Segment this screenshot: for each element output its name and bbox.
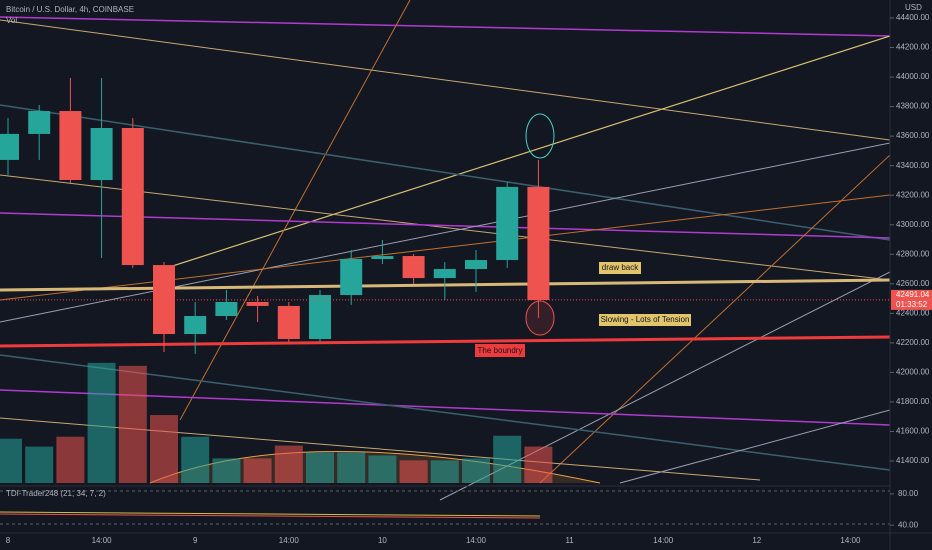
trend-line xyxy=(0,19,891,141)
candle-body xyxy=(277,305,300,340)
annotation-box xyxy=(599,314,691,326)
volume-label: Vol xyxy=(6,16,17,25)
indicator-name: TDI-Trader248 (21, 34, 7, 2) xyxy=(6,489,106,498)
y-tick-label: 42000.00 xyxy=(896,368,930,377)
y-tick-label: 42200.00 xyxy=(896,338,930,347)
candle-body xyxy=(215,301,238,316)
candle-body xyxy=(28,111,51,134)
candle-body xyxy=(59,111,82,180)
candle-body xyxy=(184,315,207,335)
trend-line xyxy=(0,354,891,471)
candle-body xyxy=(496,186,519,261)
candle-body xyxy=(371,256,394,259)
trend-line xyxy=(0,194,891,301)
trend-line xyxy=(0,16,891,37)
indicator-tick-label: 40.00 xyxy=(898,520,919,529)
annotation: The boundry xyxy=(478,346,523,355)
candle-body xyxy=(121,128,144,266)
y-tick-label: 43000.00 xyxy=(896,220,930,229)
x-tick-label: 14:00 xyxy=(466,536,487,545)
y-tick-label: 43400.00 xyxy=(896,161,930,170)
indicator-tick-label: 80.00 xyxy=(898,489,919,498)
volume-bar xyxy=(0,438,22,483)
highlight-ellipse xyxy=(525,300,555,336)
candle-body xyxy=(246,301,269,306)
volume-bar xyxy=(306,452,334,483)
trend-line xyxy=(0,142,891,323)
volume-bar xyxy=(399,460,428,483)
trend-line xyxy=(0,212,891,239)
y-tick-label: 41800.00 xyxy=(896,397,930,406)
trend-line xyxy=(159,35,891,271)
y-tick-label: 41400.00 xyxy=(896,456,930,465)
volume-bar xyxy=(212,458,241,483)
volume-bar xyxy=(274,445,303,483)
trend-line xyxy=(0,389,891,426)
y-tick-label: 42600.00 xyxy=(896,279,930,288)
x-tick-label: 9 xyxy=(193,536,198,545)
candle-body xyxy=(309,295,331,340)
volume-bar xyxy=(462,458,490,483)
volume-bar xyxy=(524,446,553,483)
candle-body xyxy=(0,133,19,160)
volume-bar xyxy=(493,435,522,483)
y-tick-label: 42400.00 xyxy=(896,308,930,317)
x-tick-label: 8 xyxy=(6,536,11,545)
x-tick-label: 14:00 xyxy=(653,536,674,545)
currency: USD xyxy=(905,3,922,12)
candle-body xyxy=(402,256,425,279)
annotation-box xyxy=(599,262,641,274)
y-tick-label: 44400.00 xyxy=(896,13,930,22)
x-tick-label: 14:00 xyxy=(840,536,861,545)
y-tick-label: 44200.00 xyxy=(896,43,930,52)
chart-title: Bitcoin / U.S. Dollar, 4h, COINBASE xyxy=(6,5,134,14)
x-tick-label: 14:00 xyxy=(92,536,113,545)
trend-line xyxy=(0,104,891,241)
last-price-box xyxy=(891,289,932,310)
volume-bar xyxy=(150,415,178,483)
volume-bar xyxy=(243,458,272,483)
countdown: 01:33:52 xyxy=(896,300,928,309)
candle-body xyxy=(340,258,363,296)
last-price-label: 42491.04 xyxy=(896,290,930,299)
trend-line xyxy=(0,174,891,281)
volume-bar xyxy=(337,452,366,483)
x-tick-label: 10 xyxy=(378,536,387,545)
y-tick-label: 43800.00 xyxy=(896,102,930,111)
candle-body xyxy=(527,186,550,301)
y-tick-label: 42800.00 xyxy=(896,249,930,258)
candle-body xyxy=(153,265,175,335)
y-tick-label: 41600.00 xyxy=(896,427,930,436)
indicator-line xyxy=(0,511,541,517)
y-tick-label: 44000.00 xyxy=(896,72,930,81)
candle-body xyxy=(465,260,487,270)
indicator-line xyxy=(0,513,541,519)
volume-bar xyxy=(118,365,147,483)
candle-body xyxy=(433,269,456,279)
annotation-box xyxy=(475,344,525,357)
x-tick-label: 11 xyxy=(565,536,574,545)
annotation: Slowing - Lots of Tension xyxy=(601,315,690,324)
x-tick-label: 12 xyxy=(752,536,761,545)
y-tick-label: 43200.00 xyxy=(896,190,930,199)
volume-bar xyxy=(430,460,459,483)
volume-bar xyxy=(87,362,116,483)
volume-bar xyxy=(56,436,85,483)
volume-bar xyxy=(25,446,54,483)
y-tick-label: 43600.00 xyxy=(896,131,930,140)
annotation: draw back xyxy=(602,263,639,272)
volume-bar xyxy=(368,455,397,483)
x-tick-label: 14:00 xyxy=(279,536,300,545)
highlight-ellipse xyxy=(525,113,555,159)
boundary-line xyxy=(0,335,891,348)
candle-body xyxy=(90,128,113,180)
trend-line xyxy=(619,409,891,484)
trend-line xyxy=(539,154,891,484)
volume-bar xyxy=(181,436,210,483)
